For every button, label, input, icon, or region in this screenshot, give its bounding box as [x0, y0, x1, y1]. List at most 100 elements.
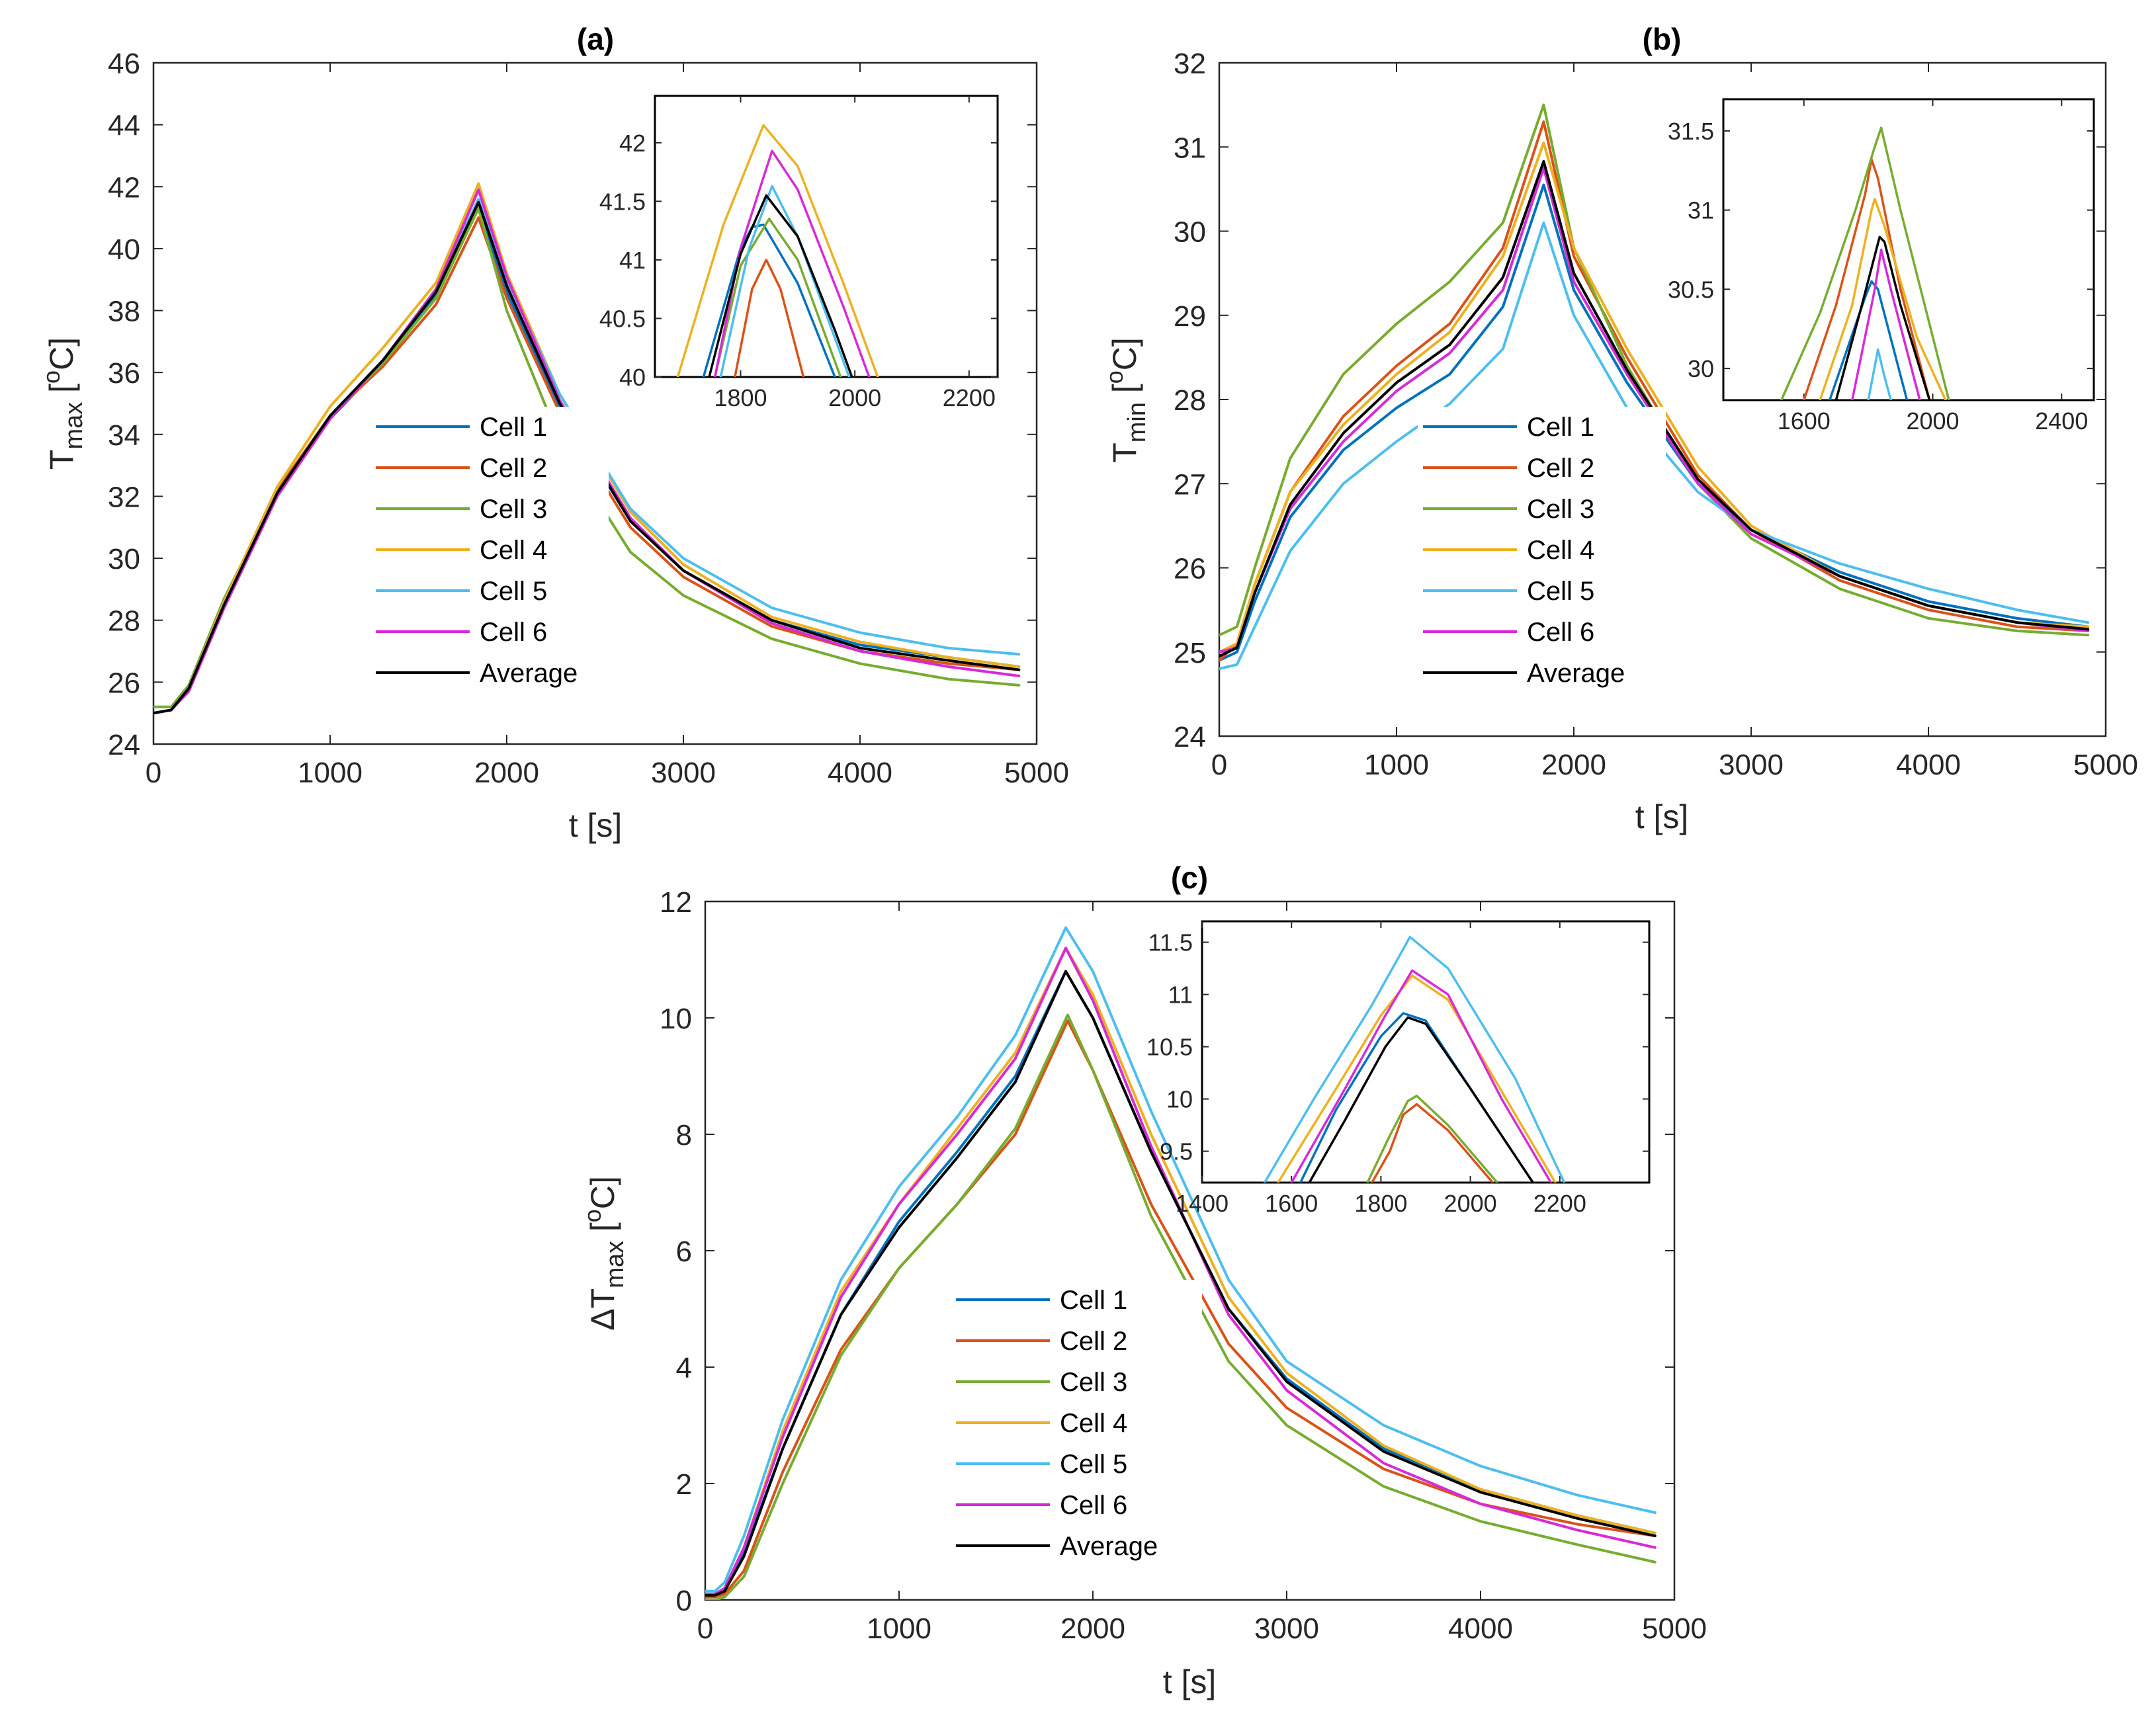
- panel-a-ytick-label: 44: [108, 110, 140, 142]
- panel-a-xtick-label: 0: [146, 757, 161, 789]
- panel-b-legend-label-cell-5: Cell 5: [1527, 577, 1594, 606]
- panel-b-ytick-label: 25: [1174, 637, 1206, 669]
- panel-c-xtick-label: 2000: [1060, 1612, 1125, 1645]
- panel-a-ylabel-main: T: [43, 450, 80, 470]
- panel-c-ylabel-main: ΔT: [584, 1288, 621, 1331]
- inset-panel-a-series-cell-3: [713, 218, 842, 377]
- inset-panel-b-series-cell-6: [1851, 248, 1921, 400]
- inset-panel-a-series-average: [708, 194, 853, 377]
- panel-a-ytick-label: 26: [108, 667, 140, 699]
- panel-c-legend-label-cell-6: Cell 6: [1060, 1491, 1127, 1520]
- panel-c-ytick-label: 10: [660, 1003, 692, 1035]
- inset-panel-a-series-cell-5: [719, 185, 851, 377]
- panel-c-series-average: [705, 970, 1657, 1597]
- panel-b-ytick-label: 28: [1174, 384, 1206, 417]
- panel-a-legend-label-cell-1: Cell 1: [480, 413, 547, 442]
- panel-a-legend-label-cell-3: Cell 3: [480, 495, 547, 524]
- panel-b-ylabel-end: C]: [1106, 337, 1143, 370]
- inset-panel-a: 1800 2000 2200 40 40.5 41 41.5 42: [599, 95, 999, 411]
- panel-b-legend-label-cell-1: Cell 1: [1527, 413, 1594, 442]
- inset-panel-a-series-cell-4: [676, 124, 879, 377]
- panel-c-legend-label-cell-1: Cell 1: [1060, 1286, 1127, 1315]
- panel-c-xlabel: t [s]: [1163, 1663, 1217, 1700]
- inset-panel-a-ytick-label: 41: [619, 247, 646, 274]
- panel-b-ylabel-sup: o: [1101, 370, 1128, 384]
- inset-panel-c-series-cell-6: [1290, 969, 1553, 1183]
- panel-c-legend-box: [951, 1280, 1202, 1558]
- inset-panel-c-series-average: [1308, 1016, 1534, 1183]
- inset-panel-c-ytick-label: 10.5: [1146, 1034, 1193, 1061]
- panel-a-ylabel-end: C]: [43, 337, 80, 370]
- panel-b-ylabel-sub: min: [1123, 402, 1151, 442]
- inset-panel-c-series-cell-2: [1371, 1103, 1494, 1183]
- panel-c-series-cell-3: [705, 1013, 1657, 1600]
- inset-panel-b-series-average: [1834, 235, 1931, 400]
- panel-b-ytick-label: 27: [1174, 468, 1206, 501]
- panel-a-ylabel-tail: [: [43, 384, 80, 402]
- panel-b-xtick-label: 5000: [2073, 749, 2138, 781]
- inset-panel-b-xtick-label: 2400: [2035, 407, 2088, 435]
- panel-c-ytick-label: 8: [676, 1119, 692, 1151]
- inset-panel-c-xtick-label: 1800: [1354, 1190, 1407, 1217]
- panel-a-ylabel: Tmax [oC]: [38, 337, 88, 470]
- inset-panel-b-ytick-label: 31: [1688, 197, 1714, 224]
- panel-c-title: (c): [1171, 860, 1208, 895]
- panel-a-legend-label-cell-2: Cell 2: [480, 454, 547, 483]
- panel-a-xlabel: t [s]: [569, 807, 623, 844]
- inset-panel-c-series-cell-4: [1277, 974, 1557, 1183]
- panel-b-xtick-label: 1000: [1364, 749, 1429, 781]
- panel-a-xtick-label: 3000: [651, 757, 716, 789]
- panel-a-xtick-label: 5000: [1004, 757, 1069, 789]
- panel-c-ytick-label: 2: [676, 1468, 692, 1501]
- panel-b-series-cell-1: [1219, 183, 2090, 662]
- panel-b-series-cell-3: [1219, 103, 2090, 637]
- panel-b-ylabel: Tmin [oC]: [1101, 337, 1151, 463]
- panel-b-title: (b): [1643, 22, 1682, 56]
- inset-panel-b-ytick-label: 30: [1688, 355, 1714, 382]
- panel-b: 0 1000 2000 3000 4000 5000 24 25 26 27 28 29 30 31 32 (…: [1101, 22, 2138, 835]
- panel-b-legend-label-cell-2: Cell 2: [1527, 454, 1594, 483]
- panel-a-legend-label-average: Average: [480, 659, 578, 688]
- panel-b-ylabel-main: T: [1106, 442, 1143, 463]
- panel-a-xtick-label: 4000: [828, 757, 892, 789]
- panel-a-title: (a): [577, 22, 614, 56]
- inset-panel-c-ytick-label: 10: [1166, 1086, 1193, 1113]
- panel-b-legend-box: [1418, 407, 1666, 685]
- inset-panel-c-xtick-label: 2000: [1444, 1190, 1497, 1217]
- panel-b-legend: Cell 1 Cell 2 Cell 3 Cell 4 Cell 5 Cell 6 Aver…: [1418, 407, 1666, 688]
- panel-c-legend-label-cell-3: Cell 3: [1060, 1368, 1127, 1397]
- inset-panel-b-frame: [1722, 98, 2095, 401]
- panel-b-ytick-label: 31: [1174, 132, 1206, 164]
- inset-panel-b-ytick-label: 30.5: [1668, 276, 1714, 303]
- panel-b-ytick-label: 32: [1174, 48, 1206, 80]
- inset-panel-b-xtick-label: 2000: [1906, 407, 1959, 435]
- panel-c-ylabel-sup: o: [579, 1209, 606, 1222]
- panel-a-legend-label-cell-6: Cell 6: [480, 618, 547, 647]
- panel-a-series-average: [153, 200, 1021, 715]
- inset-panel-c-ytick-label: 9.5: [1160, 1138, 1193, 1165]
- inset-panel-c: 1400 1600 1800 2000 2200 9.5 10 10.5 11 11.5: [1146, 920, 1651, 1217]
- inset-panel-a-ytick-label: 41.5: [599, 188, 646, 215]
- panel-c-xtick-label: 3000: [1254, 1612, 1319, 1645]
- panel-c-legend-label-cell-4: Cell 4: [1060, 1409, 1127, 1438]
- panel-c-xtick-label: 1000: [867, 1612, 931, 1645]
- panel-c-ytick-label: 6: [676, 1235, 692, 1268]
- panel-b-ytick-label: 30: [1174, 216, 1206, 249]
- panel-a-ytick-label: 38: [108, 296, 140, 328]
- inset-panel-a-ytick-label: 40.5: [599, 305, 646, 332]
- panel-c-ytick-label: 12: [660, 886, 692, 919]
- panel-a-ytick-label: 36: [108, 357, 140, 390]
- panel-b-ytick-label: 24: [1174, 721, 1206, 753]
- panel-c-series-cell-2: [705, 1019, 1657, 1599]
- panel-a-ytick-label: 28: [108, 605, 140, 638]
- panel-c-legend-label-cell-5: Cell 5: [1060, 1450, 1127, 1479]
- inset-panel-c-series-cell-5: [1263, 935, 1566, 1183]
- panel-b-xtick-label: 3000: [1719, 749, 1784, 781]
- panel-b-legend-label-cell-3: Cell 3: [1527, 495, 1594, 524]
- inset-panel-c-xtick-label: 1600: [1265, 1190, 1318, 1217]
- panel-c-xtick-label: 0: [697, 1612, 713, 1645]
- panel-b-ylabel-tail: [: [1106, 384, 1143, 402]
- inset-panel-b-series-cell-3: [1780, 126, 1950, 400]
- panel-a-ytick-label: 40: [108, 233, 140, 266]
